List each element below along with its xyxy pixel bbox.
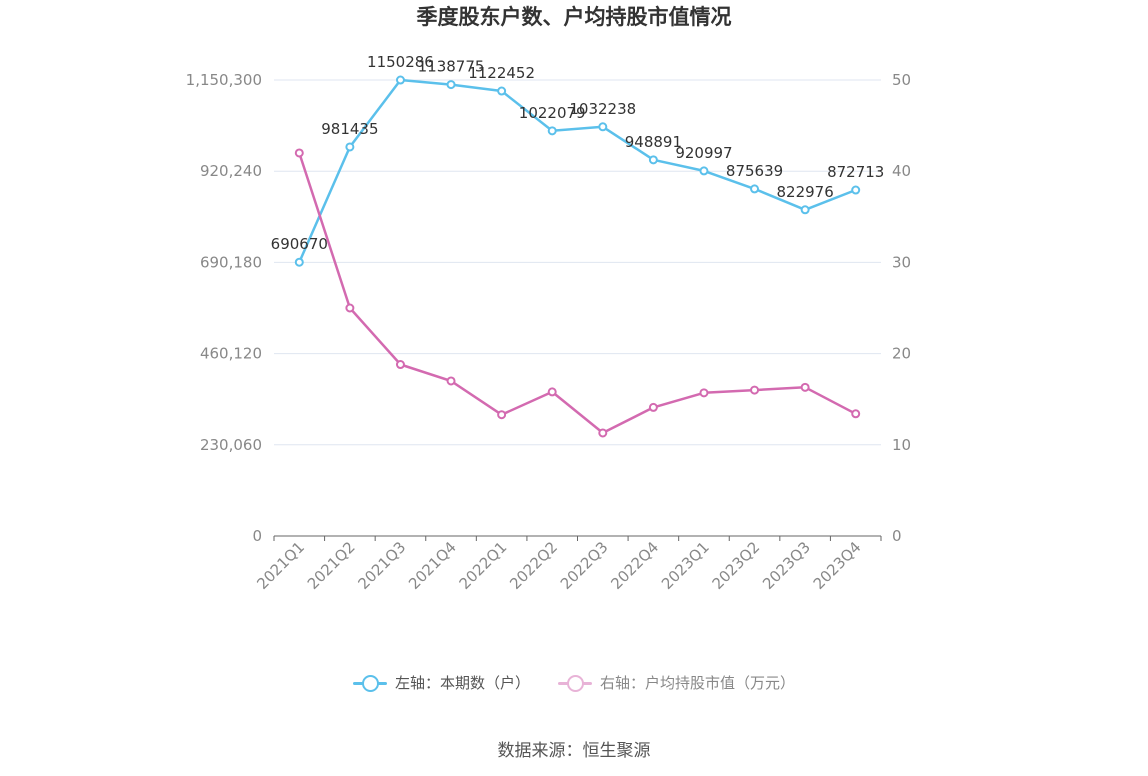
x-axis-tick-label: 2021Q1 <box>253 538 308 593</box>
x-axis-tick-label: 2022Q2 <box>506 538 561 593</box>
data-point-right <box>446 376 456 386</box>
legend-marker-icon <box>558 674 592 692</box>
left-axis-tick-label: 460,120 <box>200 345 262 363</box>
right-axis-tick-label: 40 <box>892 162 911 180</box>
data-label: 1022079 <box>519 104 586 122</box>
data-point-right <box>547 387 557 397</box>
data-point-right <box>294 148 304 158</box>
data-point-right <box>395 360 405 370</box>
right-axis-tick-label: 10 <box>892 436 911 454</box>
data-label: 1138775 <box>418 58 485 76</box>
left-axis-tick-label: 690,180 <box>200 253 262 271</box>
series <box>294 75 861 438</box>
data-label: 920997 <box>675 144 732 162</box>
data-label: 948891 <box>625 133 682 151</box>
data-label: 1122452 <box>468 64 535 82</box>
data-source: 数据来源：恒生聚源 <box>497 741 651 761</box>
x-axis-tick-label: 2023Q4 <box>810 538 865 593</box>
x-axis-tick-label: 2022Q4 <box>607 538 662 593</box>
data-point-right <box>851 409 861 419</box>
data-label: 875639 <box>726 162 783 180</box>
data-label: 822976 <box>776 183 833 201</box>
right-axis-tick-label: 50 <box>892 71 911 89</box>
legend-label-right-series: 右轴：户均持股市值（万元） <box>600 674 796 692</box>
right-axis-tick-label: 0 <box>892 527 902 545</box>
grid-lines <box>274 79 881 446</box>
right-axis-tick-label: 20 <box>892 345 911 363</box>
legend-item-left-series[interactable]: 左轴：本期数（户） <box>352 672 530 693</box>
data-point-left <box>598 122 608 132</box>
data-label: 1032238 <box>569 100 636 118</box>
data-label: 690670 <box>271 235 328 253</box>
x-axis-tick-label: 2021Q4 <box>405 538 460 593</box>
x-axis-tick-label: 2023Q1 <box>658 538 713 593</box>
x-axis-tick-label: 2023Q2 <box>709 538 764 593</box>
data-point-right <box>345 303 355 313</box>
data-point-left <box>800 205 810 215</box>
data-point-left <box>851 185 861 195</box>
legend: 左轴：本期数（户） 右轴：户均持股市值（万元） <box>0 672 1148 693</box>
series-line-right <box>298 152 857 435</box>
left-axis-tick-label: 0 <box>252 527 262 545</box>
data-label: 981435 <box>321 120 378 138</box>
x-axis-tick-label: 2023Q3 <box>759 538 814 593</box>
legend-label-left-series: 左轴：本期数（户） <box>394 674 530 692</box>
data-label: 872713 <box>827 163 884 181</box>
data-point-left <box>547 126 557 136</box>
data-point-right <box>699 388 709 398</box>
data-point-left <box>699 166 709 176</box>
right-axis-tick-label: 30 <box>892 253 911 271</box>
x-axis-tick-label: 2021Q2 <box>304 538 359 593</box>
chart-title: 季度股东户数、户均持股市值情况 <box>417 5 732 29</box>
data-point-right <box>648 402 658 412</box>
left-axis-tick-label: 230,060 <box>200 436 262 454</box>
data-point-left <box>497 86 507 96</box>
x-axis-tick-label: 2022Q3 <box>557 538 612 593</box>
data-point-left <box>750 184 760 194</box>
axes: 0 230,060 460,120 690,180 920,240 1,150,300 0 1… <box>186 71 911 593</box>
left-axis-tick-label: 1,150,300 <box>186 71 262 89</box>
data-point-left <box>446 80 456 90</box>
left-axis-tick-label: 920,240 <box>200 162 262 180</box>
data-point-right <box>750 385 760 395</box>
data-point-right <box>497 410 507 420</box>
data-label: 1150286 <box>367 53 434 71</box>
chart-svg: 季度股东户数、户均持股市值情况 0 230,060 460,120 690,180 92… <box>186 5 911 593</box>
series-line-left <box>298 78 857 263</box>
data-point-left <box>294 257 304 267</box>
legend-item-right-series[interactable]: 右轴：户均持股市值（万元） <box>558 672 795 693</box>
data-point-right <box>800 382 810 392</box>
data-point-left <box>648 155 658 165</box>
legend-marker-icon <box>352 674 387 692</box>
x-axis-tick-label: 2022Q1 <box>456 538 511 593</box>
x-axis-tick-label: 2021Q3 <box>354 538 409 593</box>
data-point-left <box>395 75 405 85</box>
data-point-right <box>598 428 608 438</box>
data-point-left <box>345 142 355 152</box>
